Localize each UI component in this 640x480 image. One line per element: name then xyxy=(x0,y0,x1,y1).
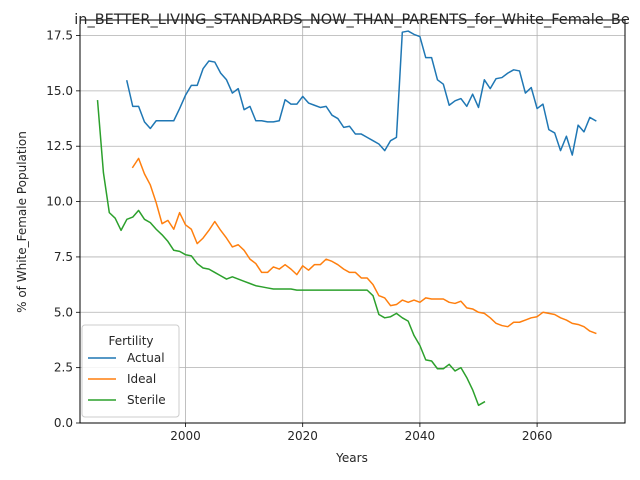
y-tick-label: 5.0 xyxy=(54,305,73,319)
legend-label-actual: Actual xyxy=(127,351,165,365)
y-tick-label: 10.0 xyxy=(46,195,73,209)
y-tick-label: 2.5 xyxy=(54,361,73,375)
grid-lines xyxy=(80,20,625,424)
series-line-sterile xyxy=(96,100,486,407)
chart-title: in_BETTER_LIVING_STANDARDS_NOW_THAN_PARE… xyxy=(74,12,630,28)
axes-frame xyxy=(79,19,626,424)
axis-ticks: 2000 2020 2040 2060 0.0 2.5 5.0 7.5 10.0 12.5 15.0… xyxy=(46,29,552,444)
legend-label-sterile: Sterile xyxy=(127,393,166,407)
y-tick-label: 15.0 xyxy=(46,84,73,98)
legend-label-ideal: Ideal xyxy=(127,372,156,386)
y-tick-label: 7.5 xyxy=(54,250,73,264)
series-line-ideal xyxy=(131,157,597,335)
x-axis-label: Years xyxy=(335,451,368,465)
x-tick-label: 2000 xyxy=(170,429,201,443)
legend-box xyxy=(81,324,180,418)
y-tick-label: 0.0 xyxy=(54,416,73,430)
series-lines xyxy=(96,30,597,407)
x-tick-label: 2060 xyxy=(522,429,553,443)
x-tick-label: 2040 xyxy=(405,429,436,443)
legend-items: Actual Ideal Sterile xyxy=(88,351,166,407)
legend: Fertility Actual Ideal Sterile xyxy=(81,324,180,418)
x-tick-label: 2020 xyxy=(287,429,318,443)
y-tick-label: 17.5 xyxy=(46,29,73,43)
y-axis-label: % of White_Female Population xyxy=(15,131,29,313)
series-line-actual xyxy=(125,30,597,156)
legend-title: Fertility xyxy=(108,334,153,348)
y-tick-label: 12.5 xyxy=(46,139,73,153)
